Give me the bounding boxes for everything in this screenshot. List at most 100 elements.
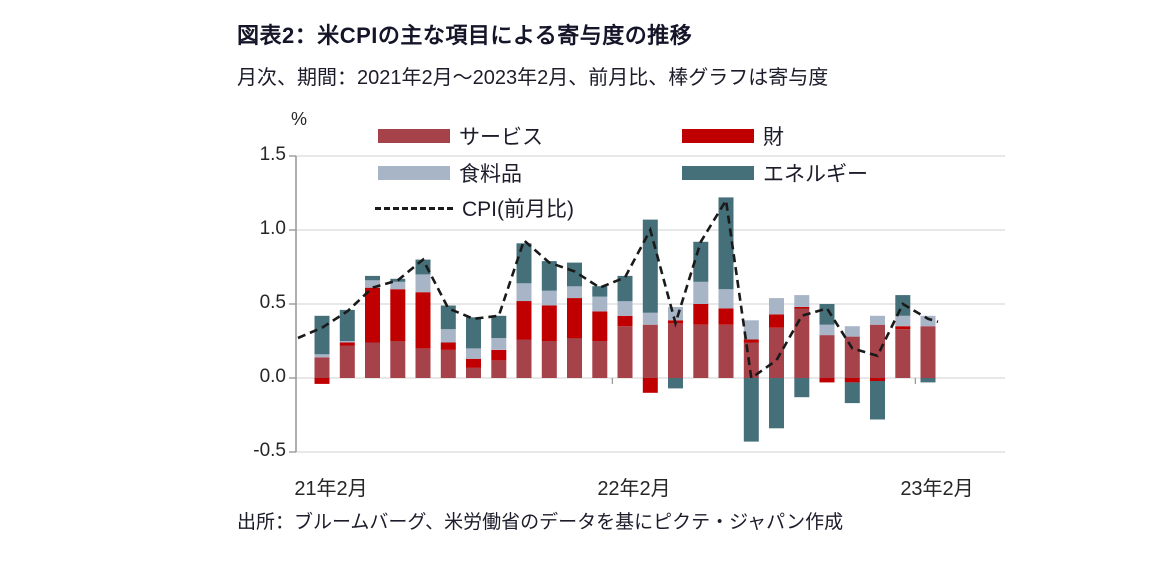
y-axis-unit-label: %: [291, 109, 308, 129]
legend-item-energy: エネルギー: [682, 160, 868, 186]
bar-services-2022-02: [617, 326, 633, 378]
bar-energy-2022-11: [844, 382, 860, 404]
bar-services-2021-08: [466, 367, 481, 378]
bar-energy-2022-02: [617, 275, 633, 302]
bar-food-2021-09: [491, 338, 507, 350]
bar-goods-2021-11: [541, 305, 557, 341]
bar-food-2022-01: [592, 296, 608, 312]
bar-services-2022-08: [769, 327, 784, 378]
bar-food-2021-10: [516, 283, 532, 302]
bar-services-2021-11: [541, 341, 557, 378]
figure-subtitle: 月次、期間：2021年2月～2023年2月、前月比、棒グラフは寄与度: [237, 67, 829, 89]
bar-energy-2023-02: [920, 378, 936, 383]
bar-services-2021-04: [365, 342, 380, 378]
bar-food-2023-01: [895, 315, 911, 327]
bar-food-2022-07: [743, 320, 759, 340]
source-note: 出所：ブルームバーグ、米労働省のデータを基にピクテ・ジャパン作成: [237, 512, 844, 533]
bar-goods-2022-03: [642, 378, 658, 393]
bar-goods-2022-12: [870, 378, 885, 381]
bar-goods-2021-07: [440, 342, 456, 350]
bar-goods-2022-02: [617, 315, 633, 327]
legend-item-cpi: CPI(前月比): [375, 195, 574, 221]
bar-energy-2022-09: [794, 378, 810, 398]
legend-swatch-goods: [682, 129, 754, 143]
bar-energy-2022-12: [870, 381, 885, 420]
bar-food-2021-04: [365, 280, 380, 288]
legend-swatch-services: [378, 129, 450, 143]
bar-goods-2021-02: [314, 378, 330, 384]
bar-goods-2022-01: [592, 311, 608, 341]
legend-dashed-line-swatch: [375, 206, 453, 210]
bar-energy-2021-07: [440, 305, 456, 330]
bar-energy-2021-02: [314, 315, 330, 355]
bar-services-2023-02: [920, 326, 936, 378]
bar-energy-2021-08: [466, 317, 481, 349]
legend-label-food: 食料品: [459, 163, 522, 186]
bar-goods-2022-10: [819, 378, 835, 383]
legend-item-food: 食料品: [378, 160, 522, 186]
bar-food-2022-06: [718, 289, 734, 309]
bar-goods-2021-09: [491, 349, 507, 361]
bar-services-2023-01: [895, 329, 911, 378]
legend-label-energy: エネルギー: [763, 163, 868, 186]
bar-energy-2022-07: [743, 378, 759, 442]
bar-food-2022-09: [794, 295, 810, 307]
bar-services-2022-05: [693, 324, 709, 378]
bar-goods-2023-01: [895, 326, 911, 330]
bar-services-2022-11: [844, 336, 860, 378]
bar-goods-2022-06: [718, 308, 734, 325]
bar-services-2021-02: [314, 357, 330, 378]
bar-services-2022-04: [668, 323, 683, 378]
legend-label-services: サービス: [459, 126, 543, 149]
bar-energy-2022-04: [668, 378, 683, 389]
legend-swatch-food: [378, 166, 450, 180]
bar-services-2022-06: [718, 324, 734, 378]
bar-food-2022-05: [693, 281, 709, 304]
legend-label-goods: 財: [763, 126, 784, 149]
bar-services-2022-09: [794, 308, 810, 378]
bar-food-2021-03: [339, 341, 355, 343]
bar-energy-2022-10: [819, 304, 835, 325]
bar-energy-2022-08: [769, 378, 784, 429]
bar-goods-2021-06: [415, 292, 431, 349]
bar-services-2022-03: [642, 324, 658, 378]
bar-food-2021-06: [415, 274, 431, 293]
bar-goods-2022-08: [769, 314, 784, 328]
bar-goods-2021-03: [339, 342, 355, 346]
bar-goods-2021-10: [516, 301, 532, 340]
legend-item-goods: 財: [682, 123, 784, 149]
figure-title: 図表2：米CPIの主な項目による寄与度の推移: [237, 23, 693, 48]
bar-food-2022-10: [819, 324, 835, 336]
y-tick-label-0.0: 0.0: [259, 366, 286, 387]
bar-food-2022-03: [642, 312, 658, 325]
cpi-line: [297, 196, 939, 381]
bar-goods-2022-05: [693, 304, 709, 325]
bar-services-2021-10: [516, 339, 532, 378]
bar-food-2022-08: [769, 298, 784, 315]
bar-goods-2021-04: [365, 287, 380, 343]
bar-food-2023-02: [920, 315, 936, 327]
y-tick-label-0.5: 0.5: [259, 292, 286, 313]
x-tick-label-24: 23年2月: [900, 478, 974, 500]
bar-services-2022-01: [592, 341, 608, 378]
bar-energy-2022-01: [592, 286, 608, 297]
bar-goods-2021-08: [466, 358, 481, 368]
bar-services-2021-09: [491, 360, 507, 378]
bar-food-2022-12: [870, 315, 885, 325]
x-tick-label-12: 22年2月: [597, 478, 671, 500]
bar-services-2021-05: [390, 341, 406, 378]
bar-food-2021-07: [440, 329, 456, 343]
bar-energy-2021-03: [339, 309, 355, 341]
bar-services-2021-07: [440, 349, 456, 378]
x-tick-label-0: 21年2月: [294, 478, 368, 500]
bar-goods-2022-11: [844, 378, 860, 383]
bar-services-2022-12: [870, 324, 885, 378]
bar-food-2021-05: [390, 281, 406, 290]
legend-swatch-energy: [682, 166, 754, 180]
y-tick-label--0.5: -0.5: [253, 440, 286, 461]
bar-services-2021-03: [339, 345, 355, 378]
bar-goods-2022-09: [794, 307, 810, 309]
legend-label-cpi: CPI(前月比): [462, 198, 574, 221]
bar-food-2022-11: [844, 326, 860, 337]
